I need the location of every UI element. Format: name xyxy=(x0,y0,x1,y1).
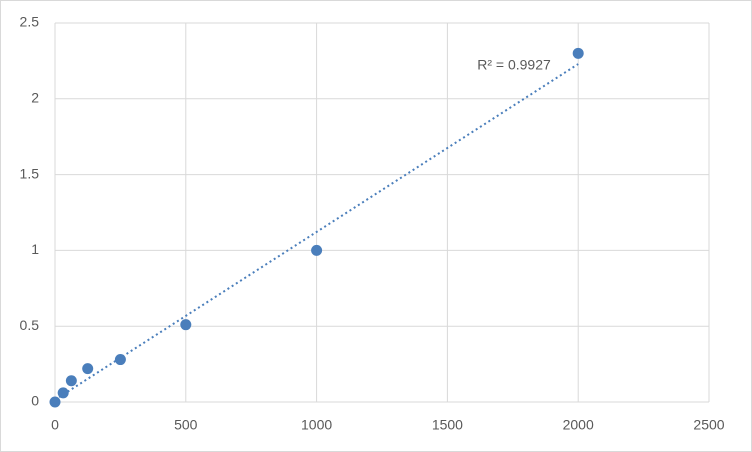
y-tick-label: 1.5 xyxy=(20,165,40,181)
x-tick-label: 2500 xyxy=(693,417,724,433)
x-tick-label: 0 xyxy=(51,417,59,433)
x-tick-label: 1500 xyxy=(432,417,463,433)
x-tick-label: 1000 xyxy=(301,417,332,433)
trendline xyxy=(54,63,579,401)
x-tick-label: 500 xyxy=(174,417,198,433)
annotation: R² = 0.9927 xyxy=(477,57,551,73)
data-point xyxy=(65,375,77,387)
y-tick-label: 0.5 xyxy=(20,317,40,333)
y-tick-label: 2.5 xyxy=(20,14,40,30)
data-point xyxy=(114,354,126,366)
data-point xyxy=(572,47,584,59)
data-point xyxy=(82,363,94,375)
x-tick-label: 2000 xyxy=(563,417,594,433)
data-point xyxy=(180,319,192,331)
y-tick-label: 2 xyxy=(31,90,39,106)
data-point xyxy=(49,396,61,408)
y-tick-label: 0 xyxy=(31,393,39,409)
y-tick-label: 1 xyxy=(31,241,39,257)
data-point xyxy=(311,244,323,256)
data-point xyxy=(57,387,69,399)
